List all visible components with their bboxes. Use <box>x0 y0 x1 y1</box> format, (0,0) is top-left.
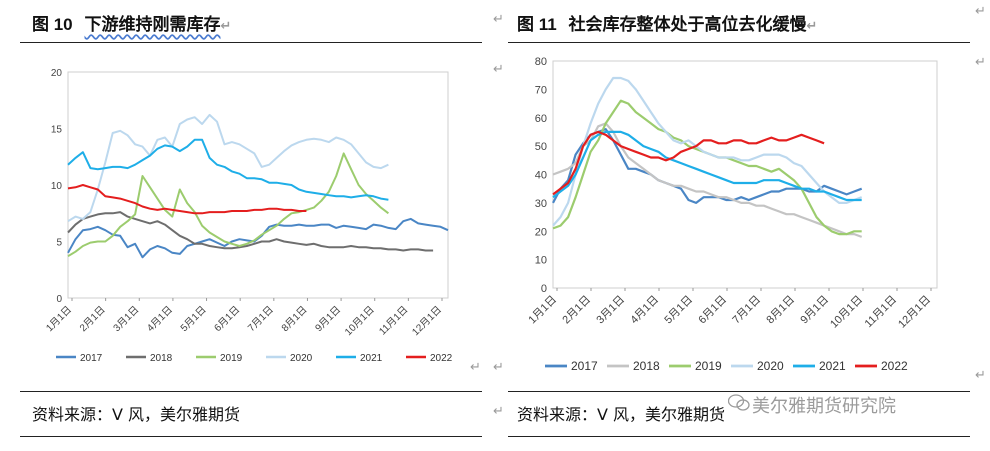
legend-label-2018: 2018 <box>633 359 660 373</box>
x-tick-label: 10月1日 <box>342 304 376 338</box>
right-source-text: 资料来源：V 风，美尔雅期货 <box>517 405 726 424</box>
series-line-2021 <box>67 138 389 201</box>
y-tick-label: 60 <box>535 113 547 125</box>
x-tick-label: 7月1日 <box>730 294 763 327</box>
y-tick-label: 40 <box>535 170 547 182</box>
left-figure-number: 图 10 <box>32 15 73 34</box>
right-figure-caption: 社会库存整体处于高位去化缓慢 <box>568 15 807 35</box>
x-tick-label: 9月1日 <box>313 304 343 334</box>
x-tick-label: 5月1日 <box>178 304 208 334</box>
left-footer-rule-bottom <box>20 436 482 437</box>
legend-label-2020: 2020 <box>757 359 784 373</box>
x-tick-label: 12月1日 <box>896 294 933 331</box>
x-tick-label: 3月1日 <box>594 294 627 327</box>
left-header-rule <box>20 42 482 43</box>
legend-label-2022: 2022 <box>881 359 908 373</box>
return-arrow-icon: ↵ <box>975 368 986 383</box>
left-figure-title: 图 10 下游维持刚需库存↵ <box>32 10 231 35</box>
y-tick-label: 80 <box>535 56 547 68</box>
y-tick-label: 30 <box>535 198 547 210</box>
right-footer-rule-top <box>508 391 970 392</box>
right-figure-title: 图 11 社会库存整体处于高位去化缓慢↵ <box>517 10 817 35</box>
return-arrow-icon: ↵ <box>470 360 481 375</box>
series-line-2020 <box>552 76 863 227</box>
x-tick-label: 3月1日 <box>111 304 141 334</box>
series-line-2017 <box>552 128 863 204</box>
y-tick-label: 5 <box>56 238 62 249</box>
return-arrow-icon: ↵ <box>806 19 818 34</box>
series-line-2019 <box>67 152 390 258</box>
series-line-2019 <box>552 99 862 236</box>
plot-area-border <box>67 71 449 299</box>
legend-label-2018: 2018 <box>150 353 173 364</box>
legend-label-2017: 2017 <box>80 353 103 364</box>
x-tick-label: 10月1日 <box>828 294 865 331</box>
legend-label-2017: 2017 <box>571 359 598 373</box>
series-line-2018 <box>67 211 434 252</box>
return-arrow-icon: ↵ <box>493 62 504 77</box>
x-tick-label: 2月1日 <box>560 294 593 327</box>
return-arrow-icon: ↵ <box>975 4 986 19</box>
right-figure-number: 图 11 <box>517 15 557 34</box>
x-tick-label: 6月1日 <box>212 304 242 334</box>
series-line-2022 <box>552 130 825 196</box>
x-tick-label: 4月1日 <box>628 294 661 327</box>
y-tick-label: 0 <box>56 294 62 305</box>
right-footer-rule-bottom <box>508 436 970 437</box>
y-tick-label: 20 <box>51 68 63 79</box>
left-source-text: 资料来源：V 风，美尔雅期货 <box>32 405 241 424</box>
plot-area-border <box>552 60 938 289</box>
right-header-rule <box>508 42 970 43</box>
y-tick-label: 70 <box>535 84 547 96</box>
x-tick-label: 1月1日 <box>526 294 559 327</box>
y-tick-label: 15 <box>51 125 63 136</box>
watermark-text: 美尔雅期货研究院 <box>752 396 896 417</box>
x-tick-label: 4月1日 <box>145 304 175 334</box>
x-tick-label: 11月1日 <box>377 304 411 338</box>
wechat-icon <box>728 394 750 411</box>
series-line-2022 <box>67 184 307 215</box>
y-tick-label: 20 <box>535 226 547 238</box>
legend-label-2019: 2019 <box>695 359 722 373</box>
x-tick-label: 12月1日 <box>410 304 444 338</box>
x-tick-label: 9月1日 <box>798 294 831 327</box>
legend-label-2020: 2020 <box>290 353 313 364</box>
return-arrow-icon: ↵ <box>493 404 504 419</box>
right-chart: 0 10 20 30 40 50 60 70 80 1月1日 2月1日 3月1日 4月1日 5月1日 6月1… <box>526 56 938 373</box>
return-arrow-icon: ↵ <box>493 360 504 375</box>
legend-label-2019: 2019 <box>220 353 243 364</box>
series-line-2020 <box>67 113 389 223</box>
y-tick-label: 50 <box>535 141 547 153</box>
y-tick-label: 0 <box>541 283 547 295</box>
x-tick-label: 6月1日 <box>696 294 729 327</box>
left-figure-caption: 下游维持刚需库存 <box>84 15 221 35</box>
return-arrow-icon: ↵ <box>220 19 232 34</box>
x-tick-label: 8月1日 <box>764 294 797 327</box>
y-tick-label: 10 <box>51 181 63 192</box>
legend-label-2022: 2022 <box>430 353 453 364</box>
x-tick-label: 7月1日 <box>245 304 275 334</box>
y-tick-label: 10 <box>535 255 547 267</box>
legend-label-2021: 2021 <box>360 353 383 364</box>
x-tick-label: 1月1日 <box>44 304 74 334</box>
series-line-2021 <box>552 130 862 202</box>
x-tick-label: 8月1日 <box>279 304 309 334</box>
return-arrow-icon: ↵ <box>493 12 504 27</box>
x-tick-label: 2月1日 <box>77 304 107 334</box>
left-footer-rule-top <box>20 391 482 392</box>
left-chart: 0 5 10 15 20 1月1日 2月1日 3月1日 4月1日 5月1日 6月1日 7月1日 8月1日… <box>44 68 453 364</box>
x-tick-label: 5月1日 <box>662 294 695 327</box>
x-tick-label: 11月1日 <box>863 294 899 330</box>
return-arrow-icon: ↵ <box>975 55 986 70</box>
legend-label-2021: 2021 <box>819 359 846 373</box>
